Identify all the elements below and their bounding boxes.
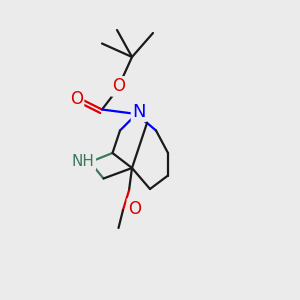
Text: N: N xyxy=(132,103,146,121)
Text: NH: NH xyxy=(72,154,95,169)
Text: O: O xyxy=(128,200,141,217)
Text: O: O xyxy=(112,77,125,95)
Text: O: O xyxy=(70,90,83,108)
